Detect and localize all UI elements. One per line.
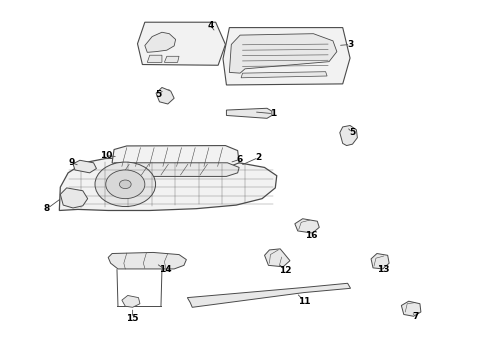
Text: 5: 5 — [155, 90, 161, 99]
Circle shape — [120, 180, 131, 189]
Text: 1: 1 — [270, 109, 276, 118]
Polygon shape — [265, 249, 290, 267]
Polygon shape — [229, 34, 337, 73]
Text: 15: 15 — [126, 314, 139, 323]
Circle shape — [95, 162, 156, 207]
Polygon shape — [122, 296, 140, 307]
Polygon shape — [226, 108, 272, 118]
Text: 5: 5 — [349, 128, 356, 137]
Polygon shape — [164, 56, 179, 62]
Polygon shape — [112, 163, 239, 176]
Polygon shape — [295, 219, 319, 233]
Polygon shape — [241, 72, 327, 78]
Text: 11: 11 — [298, 297, 311, 306]
Polygon shape — [108, 252, 186, 269]
Polygon shape — [340, 126, 357, 145]
Text: 16: 16 — [305, 231, 317, 240]
Text: 14: 14 — [159, 265, 171, 274]
Text: 4: 4 — [208, 21, 214, 30]
Text: 13: 13 — [376, 265, 389, 274]
Text: 3: 3 — [347, 40, 354, 49]
Text: 7: 7 — [413, 312, 419, 321]
Circle shape — [106, 170, 145, 199]
Polygon shape — [156, 87, 174, 104]
Polygon shape — [59, 158, 277, 211]
Polygon shape — [187, 283, 350, 307]
Polygon shape — [112, 145, 239, 168]
Polygon shape — [223, 28, 350, 85]
Polygon shape — [401, 301, 421, 316]
Text: 2: 2 — [256, 153, 262, 162]
Text: 10: 10 — [99, 151, 112, 160]
Text: 12: 12 — [279, 266, 292, 275]
Polygon shape — [138, 22, 225, 65]
Polygon shape — [147, 55, 162, 62]
Text: 9: 9 — [69, 158, 75, 167]
Text: 6: 6 — [237, 155, 243, 164]
Polygon shape — [145, 32, 175, 52]
Polygon shape — [60, 188, 88, 208]
Polygon shape — [371, 253, 389, 269]
Polygon shape — [73, 160, 97, 173]
Text: 8: 8 — [44, 204, 50, 213]
